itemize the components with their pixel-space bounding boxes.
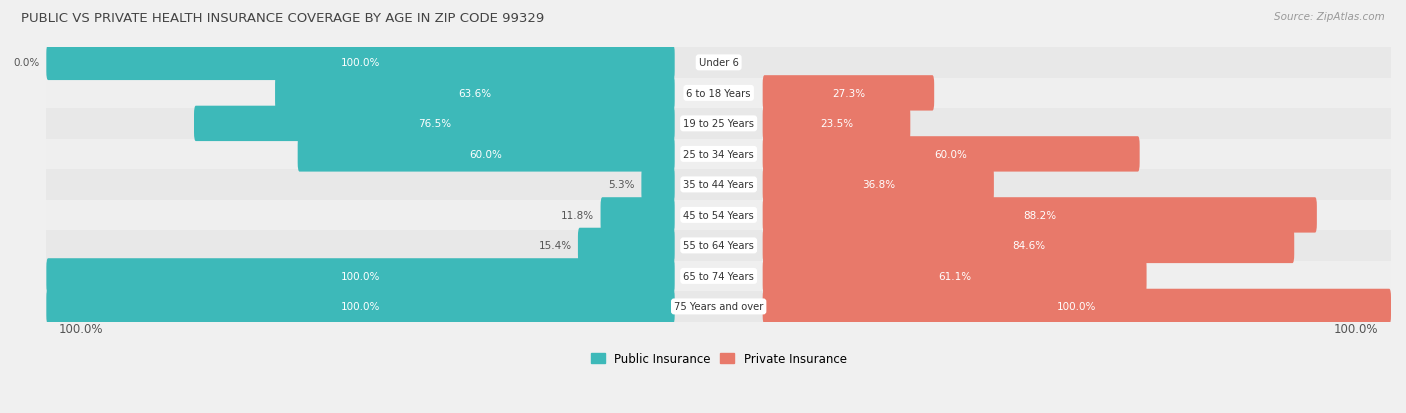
Text: 75 Years and over: 75 Years and over (673, 302, 763, 312)
FancyBboxPatch shape (46, 292, 1391, 322)
Text: Source: ZipAtlas.com: Source: ZipAtlas.com (1274, 12, 1385, 22)
Text: 6 to 18 Years: 6 to 18 Years (686, 89, 751, 99)
Text: 27.3%: 27.3% (832, 89, 865, 99)
Text: 60.0%: 60.0% (935, 150, 967, 159)
FancyBboxPatch shape (46, 78, 1391, 109)
FancyBboxPatch shape (641, 167, 675, 203)
FancyBboxPatch shape (46, 45, 675, 81)
FancyBboxPatch shape (762, 107, 910, 142)
Text: 35 to 44 Years: 35 to 44 Years (683, 180, 754, 190)
Text: 65 to 74 Years: 65 to 74 Years (683, 271, 754, 281)
Text: 45 to 54 Years: 45 to 54 Years (683, 210, 754, 221)
Text: 36.8%: 36.8% (862, 180, 894, 190)
FancyBboxPatch shape (46, 230, 1391, 261)
Text: 88.2%: 88.2% (1024, 210, 1056, 221)
Text: 25 to 34 Years: 25 to 34 Years (683, 150, 754, 159)
FancyBboxPatch shape (762, 289, 1391, 324)
FancyBboxPatch shape (46, 170, 1391, 200)
FancyBboxPatch shape (46, 261, 1391, 292)
Text: 100.0%: 100.0% (1334, 322, 1378, 335)
FancyBboxPatch shape (46, 139, 1391, 170)
Text: 0.0%: 0.0% (14, 58, 39, 68)
FancyBboxPatch shape (298, 137, 675, 172)
Text: 100.0%: 100.0% (340, 271, 380, 281)
FancyBboxPatch shape (762, 76, 934, 112)
FancyBboxPatch shape (194, 107, 675, 142)
FancyBboxPatch shape (46, 289, 675, 324)
FancyBboxPatch shape (762, 137, 1140, 172)
Text: 100.0%: 100.0% (340, 302, 380, 312)
FancyBboxPatch shape (46, 109, 1391, 139)
Text: 55 to 64 Years: 55 to 64 Years (683, 241, 754, 251)
Text: 23.5%: 23.5% (820, 119, 853, 129)
Text: Under 6: Under 6 (699, 58, 738, 68)
Text: 5.3%: 5.3% (609, 180, 636, 190)
Text: 100.0%: 100.0% (340, 58, 380, 68)
Text: 61.1%: 61.1% (938, 271, 972, 281)
Legend: Public Insurance, Private Insurance: Public Insurance, Private Insurance (591, 352, 846, 366)
Text: 100.0%: 100.0% (1057, 302, 1097, 312)
Text: 19 to 25 Years: 19 to 25 Years (683, 119, 754, 129)
Text: 11.8%: 11.8% (561, 210, 595, 221)
FancyBboxPatch shape (762, 228, 1295, 263)
Text: 84.6%: 84.6% (1012, 241, 1045, 251)
Text: 15.4%: 15.4% (538, 241, 572, 251)
FancyBboxPatch shape (762, 198, 1317, 233)
FancyBboxPatch shape (46, 259, 675, 294)
FancyBboxPatch shape (578, 228, 675, 263)
Text: PUBLIC VS PRIVATE HEALTH INSURANCE COVERAGE BY AGE IN ZIP CODE 99329: PUBLIC VS PRIVATE HEALTH INSURANCE COVER… (21, 12, 544, 25)
FancyBboxPatch shape (762, 259, 1146, 294)
FancyBboxPatch shape (276, 76, 675, 112)
FancyBboxPatch shape (762, 167, 994, 203)
FancyBboxPatch shape (46, 48, 1391, 78)
FancyBboxPatch shape (46, 200, 1391, 230)
Text: 100.0%: 100.0% (59, 322, 104, 335)
FancyBboxPatch shape (600, 198, 675, 233)
Text: 76.5%: 76.5% (418, 119, 451, 129)
Text: 60.0%: 60.0% (470, 150, 502, 159)
Text: 63.6%: 63.6% (458, 89, 492, 99)
